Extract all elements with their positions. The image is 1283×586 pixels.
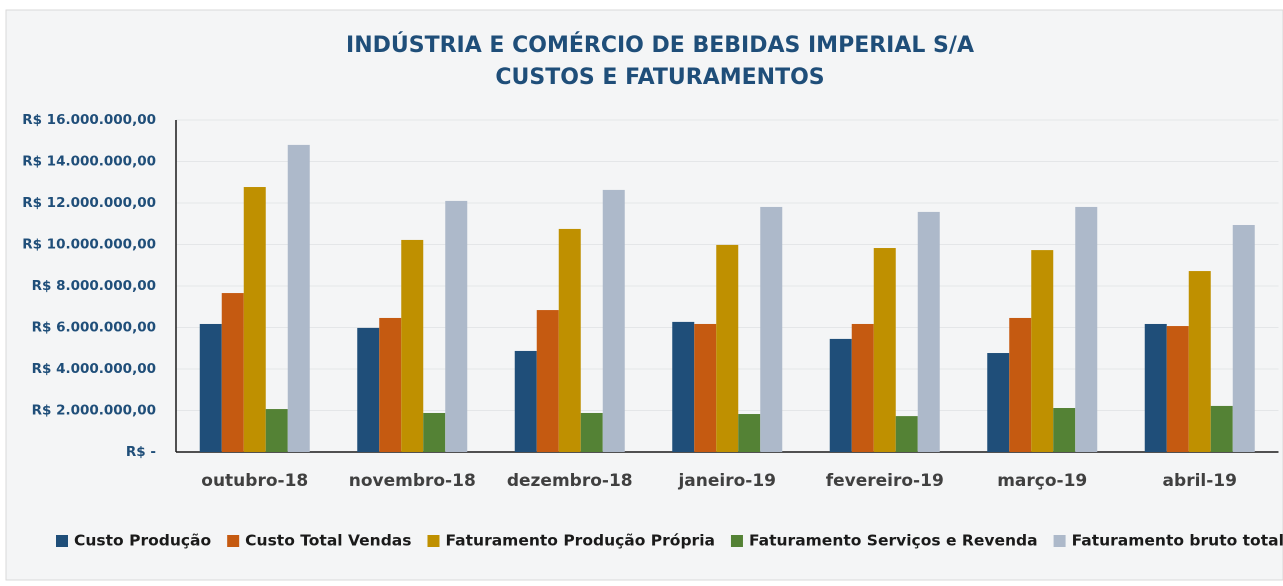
legend-label: Custo Produção	[74, 532, 211, 550]
bar	[694, 323, 717, 452]
legend-swatch	[56, 535, 68, 547]
bar	[221, 293, 244, 452]
bar	[558, 228, 581, 452]
bar	[199, 323, 222, 452]
y-tick-label: R$ 2.000.000,00	[32, 403, 156, 419]
bar	[917, 211, 940, 452]
bar	[1188, 271, 1211, 452]
bar	[1031, 250, 1054, 452]
y-tick-label: R$ 6.000.000,00	[32, 320, 156, 336]
bar	[738, 414, 761, 452]
chart-subtitle: CUSTOS E FATURAMENTOS	[495, 65, 824, 90]
x-tick-label: março-19	[997, 471, 1087, 491]
bar	[716, 244, 739, 452]
bar	[987, 353, 1010, 452]
x-tick-label: novembro-18	[349, 471, 476, 491]
chart-title: INDÚSTRIA E COMÉRCIO DE BEBIDAS IMPERIAL…	[346, 32, 974, 58]
x-tick-label: janeiro-19	[677, 471, 776, 491]
bar	[1144, 323, 1167, 452]
bar	[357, 327, 380, 452]
legend-swatch	[227, 535, 240, 547]
x-tick-label: outubro-18	[201, 471, 308, 491]
bar	[243, 187, 266, 452]
bar	[873, 248, 896, 452]
y-tick-label: R$ -	[126, 444, 156, 460]
bar	[829, 338, 852, 452]
legend-label: Faturamento Produção Própria	[445, 532, 714, 550]
bar	[602, 189, 625, 453]
bar	[895, 416, 918, 452]
bar	[265, 409, 288, 452]
bar	[445, 200, 468, 452]
bar	[401, 239, 424, 452]
legend-label: Custo Total Vendas	[245, 532, 411, 550]
legend-label: Faturamento bruto total	[1072, 532, 1283, 550]
bar	[1075, 206, 1098, 452]
chart-panel	[5, 9, 1283, 581]
x-tick-label: fevereiro-19	[826, 471, 944, 491]
bar	[672, 321, 695, 452]
x-tick-label: dezembro-18	[507, 471, 633, 491]
bar	[1232, 224, 1255, 452]
bar	[1166, 326, 1189, 452]
bar	[1210, 405, 1233, 452]
bar	[536, 310, 559, 452]
legend-swatch	[730, 535, 743, 547]
bar	[514, 350, 537, 452]
bar	[287, 144, 310, 452]
legend-label: Faturamento Serviços e Revenda	[749, 532, 1038, 550]
bar	[423, 412, 446, 452]
y-tick-label: R$ 14.000.000,00	[22, 154, 156, 170]
bar	[1009, 317, 1032, 452]
y-tick-label: R$ 10.000.000,00	[22, 237, 156, 253]
legend-swatch	[427, 535, 440, 547]
bar	[580, 412, 603, 452]
y-tick-label: R$ 8.000.000,00	[32, 278, 156, 294]
x-tick-label: abril-19	[1163, 471, 1237, 491]
bar	[851, 323, 874, 452]
y-tick-label: R$ 16.000.000,00	[22, 112, 156, 128]
bar	[1053, 408, 1076, 452]
bar	[760, 206, 783, 452]
legend-swatch	[1053, 535, 1066, 547]
y-tick-label: R$ 12.000.000,00	[22, 195, 156, 211]
y-tick-label: R$ 4.000.000,00	[32, 361, 156, 377]
bar	[379, 317, 402, 452]
